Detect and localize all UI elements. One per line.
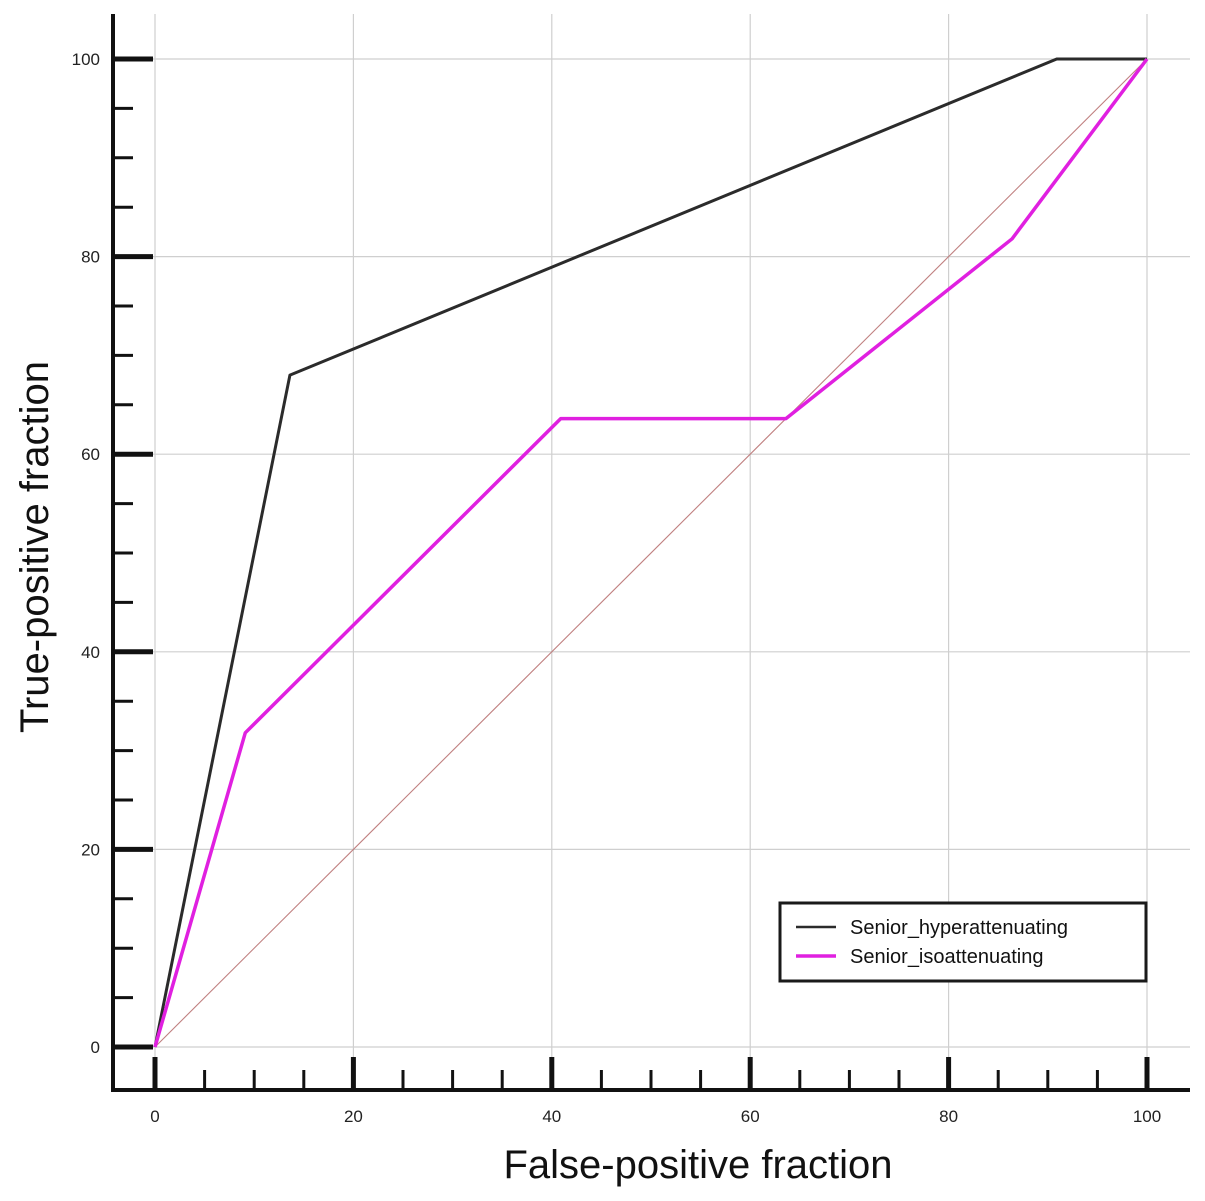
y-tick-label: 60 — [81, 445, 100, 464]
reference-diagonal — [154, 58, 1148, 1048]
grid — [113, 14, 1190, 1090]
reference-line — [154, 58, 1148, 1048]
x-tick-label: 40 — [542, 1107, 561, 1126]
x-tick-label: 100 — [1133, 1107, 1161, 1126]
axes — [111, 14, 1190, 1092]
legend-label-senior-isoattenuating: Senior_isoattenuating — [850, 946, 1043, 968]
x-tick-label: 0 — [150, 1107, 159, 1126]
x-axis-title: False-positive fraction — [503, 1143, 892, 1187]
x-tick-label: 20 — [344, 1107, 363, 1126]
tick-labels: 0 20 40 60 80 100 0 20 40 60 80 100 — [72, 50, 1162, 1126]
y-axis-title: True-positive fraction — [13, 361, 57, 733]
y-tick-label: 80 — [81, 248, 100, 267]
legend-label-senior-hyperattenuating: Senior_hyperattenuating — [850, 917, 1068, 939]
y-tick-label: 0 — [91, 1038, 100, 1057]
series-line-senior-isoattenuating — [153, 57, 1149, 1048]
series-lines — [153, 57, 1149, 1048]
legend: Senior_hyperattenuating Senior_isoattenu… — [778, 901, 1148, 983]
y-tick-label: 20 — [81, 840, 100, 859]
legend-box — [778, 901, 1148, 983]
series-line-senior-hyperattenuating — [153, 57, 1147, 1048]
y-tick-label: 100 — [72, 50, 100, 69]
x-tick-label: 80 — [939, 1107, 958, 1126]
x-tick-label: 60 — [741, 1107, 760, 1126]
y-tick-label: 40 — [81, 643, 100, 662]
